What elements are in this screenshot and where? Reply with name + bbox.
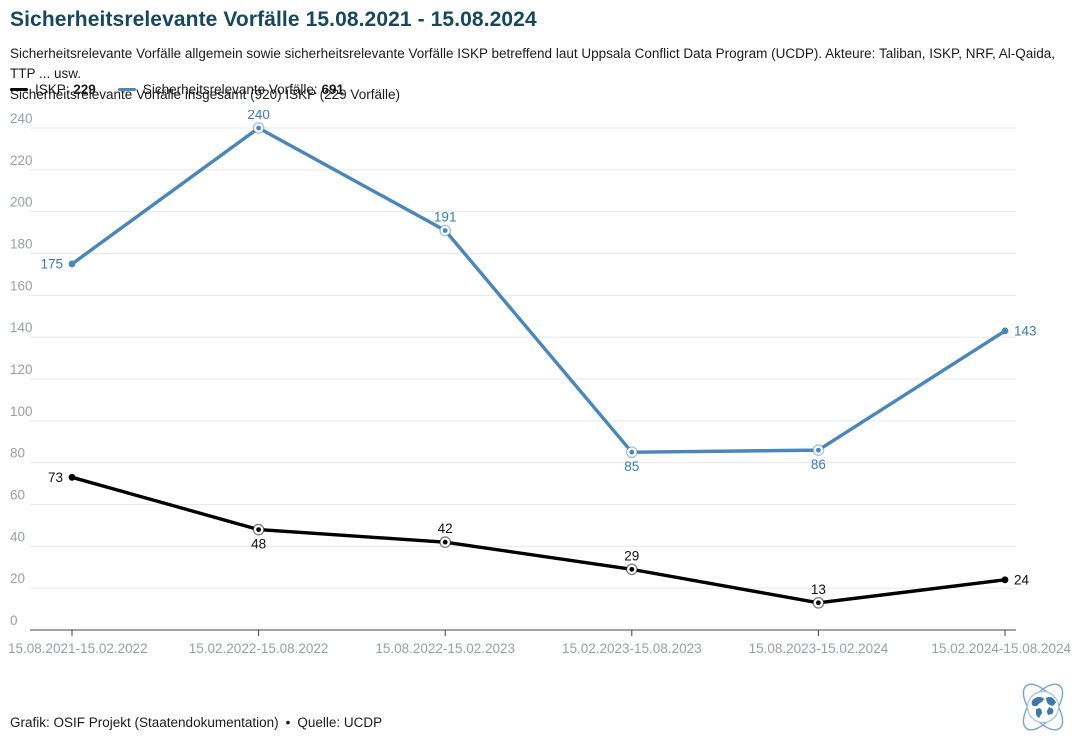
svg-text:220: 220 xyxy=(10,153,33,168)
svg-text:240: 240 xyxy=(247,110,270,122)
svg-text:240: 240 xyxy=(10,111,33,126)
iskp-line-swatch-icon xyxy=(10,87,28,92)
chart-description: Sicherheitsrelevante Vorfälle allgemein … xyxy=(10,44,1072,105)
footer-separator: • xyxy=(285,715,291,730)
svg-text:48: 48 xyxy=(251,537,266,552)
svg-text:15.02.2022-15.08.2022: 15.02.2022-15.08.2022 xyxy=(189,641,329,656)
svg-text:0: 0 xyxy=(10,613,18,628)
description-line-1: Sicherheitsrelevante Vorfälle allgemein … xyxy=(10,46,1056,82)
globe-orbits-logo-icon xyxy=(1022,683,1064,731)
svg-text:15.08.2022-15.02.2023: 15.08.2022-15.02.2023 xyxy=(375,641,515,656)
svg-text:40: 40 xyxy=(10,529,25,544)
svg-text:191: 191 xyxy=(434,209,457,224)
legend-text: Sicherheitsrelevante Vorfälle: xyxy=(142,82,318,97)
legend-item-iskp: ISKP: 229 xyxy=(10,82,96,97)
svg-text:20: 20 xyxy=(10,571,25,586)
description-line-2: Sicherheitsrelevante Vorfälle insgesamt … xyxy=(10,86,400,102)
svg-text:180: 180 xyxy=(10,237,33,252)
svg-text:200: 200 xyxy=(10,195,33,210)
svg-text:80: 80 xyxy=(10,446,25,461)
svg-text:29: 29 xyxy=(624,548,639,563)
svg-text:140: 140 xyxy=(10,320,33,335)
svg-text:42: 42 xyxy=(438,521,453,536)
page-title: Sicherheitsrelevante Vorfälle 15.08.2021… xyxy=(10,8,537,31)
svg-text:15.02.2023-15.08.2023: 15.02.2023-15.08.2023 xyxy=(562,641,702,656)
svg-text:15.08.2021-15.02.2022: 15.08.2021-15.02.2022 xyxy=(8,641,148,656)
svg-text:86: 86 xyxy=(811,457,826,472)
svg-text:13: 13 xyxy=(811,582,826,597)
legend-text: ISKP: xyxy=(35,82,70,97)
legend-value: 229 xyxy=(73,82,96,97)
svg-text:15.02.2024-15.08.2024: 15.02.2024-15.08.2024 xyxy=(931,641,1071,656)
svg-text:24: 24 xyxy=(1014,572,1030,587)
svg-text:143: 143 xyxy=(1014,323,1037,338)
svg-text:160: 160 xyxy=(10,278,33,293)
legend-label: Sicherheitsrelevante Vorfälle: 691 xyxy=(143,82,344,97)
svg-text:175: 175 xyxy=(40,256,63,271)
svg-text:60: 60 xyxy=(10,488,25,503)
svg-text:120: 120 xyxy=(10,362,33,377)
legend-value: 691 xyxy=(321,82,344,97)
svg-text:73: 73 xyxy=(48,470,63,485)
legend-item-incidents: Sicherheitsrelevante Vorfälle: 691 xyxy=(117,82,344,97)
legend-label: ISKP: 229 xyxy=(35,82,96,97)
svg-text:15.08.2023-15.02.2024: 15.08.2023-15.02.2024 xyxy=(749,641,889,656)
footer-credit: Grafik: OSIF Projekt (Staatendokumentati… xyxy=(10,715,382,730)
svg-text:100: 100 xyxy=(10,404,33,419)
footer-grafik: Grafik: OSIF Projekt (Staatendokumentati… xyxy=(10,715,279,730)
line-chart: 0 20 40 60 80 100 120 140 160 180 200 220 240 15.08.2… xyxy=(0,107,1080,670)
chart-legend: ISKP: 229 Sicherheitsrelevante Vorfälle:… xyxy=(10,82,344,97)
incidents-line-swatch-icon xyxy=(117,87,136,92)
svg-text:85: 85 xyxy=(624,459,639,474)
line-chart-svg: 0 20 40 60 80 100 120 140 160 180 200 220 240 15.08.2… xyxy=(8,107,1071,656)
footer-source: Quelle: UCDP xyxy=(297,715,383,730)
